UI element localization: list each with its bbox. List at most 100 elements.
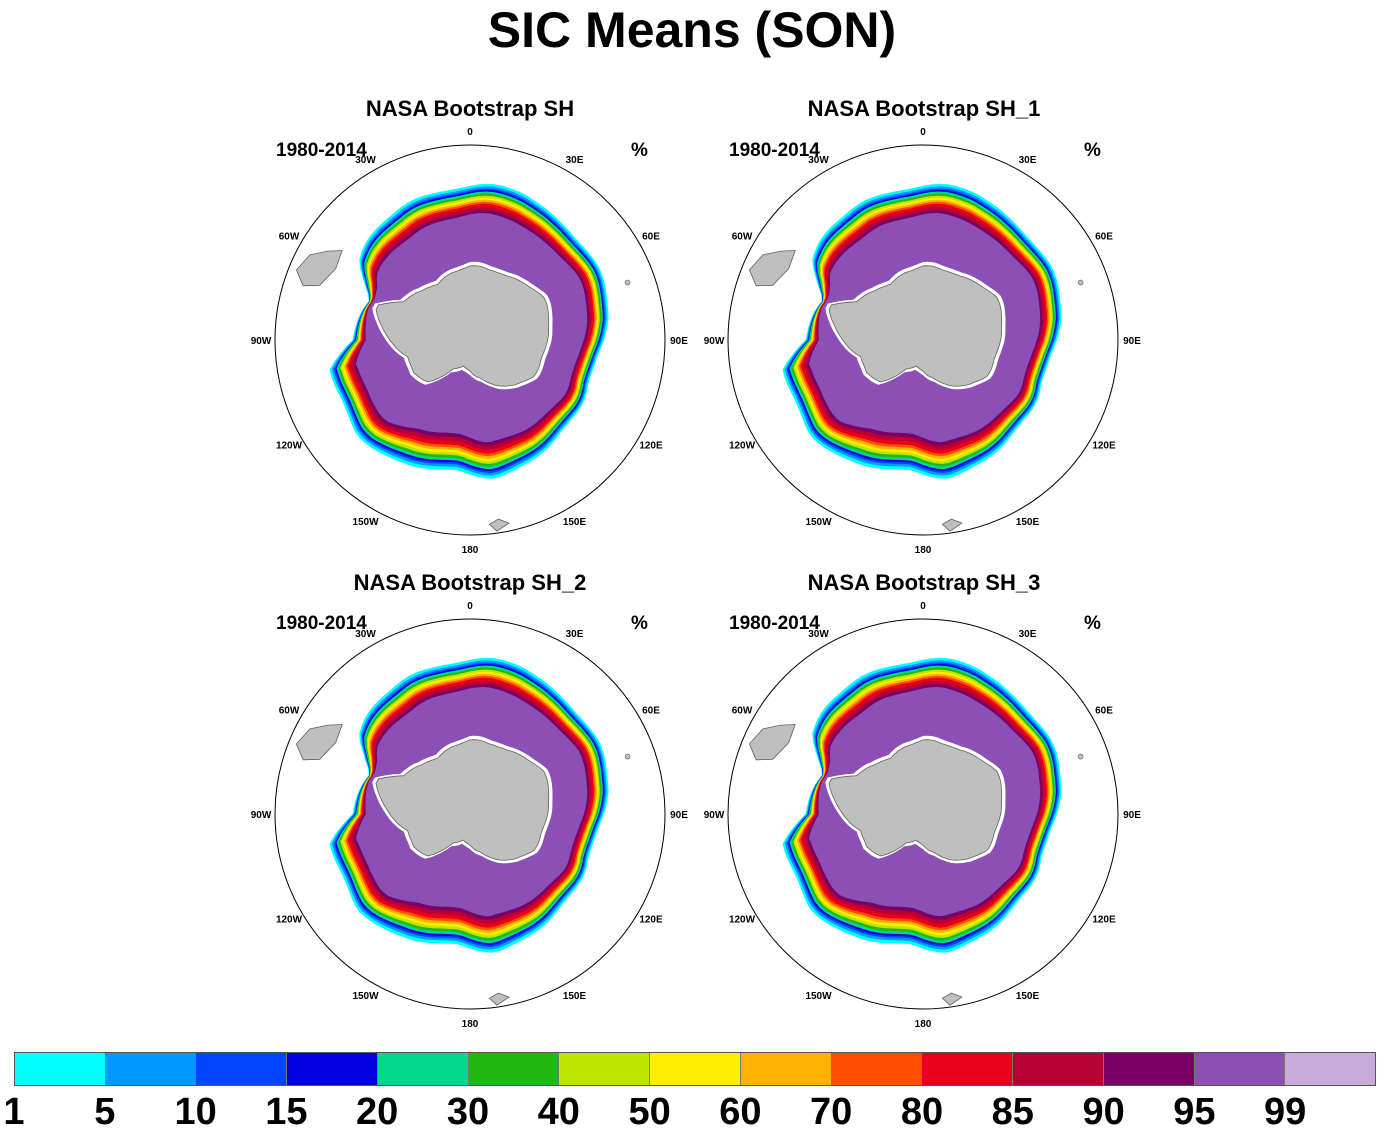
map-border	[727, 618, 1119, 1010]
new-zealand-landmass	[941, 992, 963, 1006]
main-title: SIC Means (SON)	[487, 2, 897, 58]
antarctica-landmass	[375, 265, 550, 387]
south-america-landmass	[295, 250, 343, 287]
kerguelen-island	[1077, 753, 1084, 760]
map-border	[727, 144, 1119, 536]
colorbar	[14, 1052, 1376, 1086]
longitude-label: 150E	[563, 991, 587, 1002]
colorbar-tick-label: 10	[174, 1091, 217, 1133]
colorbar-box	[377, 1053, 469, 1085]
longitude-label: 150W	[805, 517, 832, 528]
colorbar-box	[105, 1053, 197, 1085]
colorbar-box	[1285, 1053, 1376, 1085]
south-america-landmass	[295, 724, 343, 761]
polar-map-1: 0 30E 60E 90E 120E 150E 180 150W 120W 90W 60W 30W	[704, 127, 1142, 556]
longitude-label: 60W	[732, 706, 753, 717]
longitude-label: 120E	[1092, 915, 1116, 926]
colorbar-box	[15, 1053, 106, 1085]
longitude-label: 60E	[642, 232, 660, 243]
longitude-label: 150W	[352, 517, 379, 528]
longitude-label: 30E	[566, 155, 584, 166]
colorbar-tick-label: 80	[900, 1091, 944, 1133]
kerguelen-island	[1077, 279, 1084, 286]
longitude-label: 90E	[1123, 336, 1141, 347]
panel-period: 1980-2014	[729, 140, 820, 161]
colorbar-box	[468, 1053, 560, 1085]
longitude-label: 0	[467, 127, 473, 138]
panel-title: NASA Bootstrap SH	[365, 96, 575, 121]
longitude-label: 150W	[805, 991, 832, 1002]
colorbar-box	[740, 1053, 832, 1085]
longitude-label: 90W	[704, 810, 725, 821]
panel-period: 1980-2014	[276, 613, 367, 634]
polar-map-3: 0 30E 60E 90E 120E 150E 180 150W 120W 90W 60W 30W	[704, 601, 1142, 1030]
colorbar-tick-label: 90	[1082, 1091, 1125, 1133]
longitude-label: 180	[915, 1019, 932, 1030]
polar-map-0: 0 30E 60E 90E 120E 150E 180 150W 120W 90W 60W 30W	[251, 127, 689, 556]
antarctica-landmass	[828, 739, 1003, 861]
panel-units: %	[1084, 613, 1101, 634]
longitude-label: 150E	[563, 517, 587, 528]
longitude-label: 90W	[251, 810, 272, 821]
longitude-label: 150E	[1016, 517, 1040, 528]
longitude-label: 0	[920, 601, 926, 612]
colorbar-box	[196, 1053, 288, 1085]
panel-title: NASA Bootstrap SH_1	[807, 96, 1041, 121]
longitude-label: 0	[920, 127, 926, 138]
longitude-label: 180	[462, 545, 479, 556]
new-zealand-landmass	[488, 518, 510, 532]
longitude-label: 60W	[279, 706, 300, 717]
longitude-label: 120W	[729, 915, 756, 926]
colorbar-box	[1013, 1053, 1104, 1085]
colorbar-tick-label: 15	[265, 1091, 308, 1133]
longitude-label: 30W	[355, 155, 376, 166]
colorbar-tick-label: 40	[537, 1091, 580, 1133]
longitude-label: 30W	[808, 629, 829, 640]
longitude-label: 90E	[670, 810, 688, 821]
longitude-label: 120W	[729, 441, 756, 452]
colorbar-box	[1103, 1053, 1195, 1085]
colorbar-tick-label: 60	[719, 1091, 762, 1133]
panel-units: %	[1084, 140, 1101, 161]
longitude-label: 150W	[352, 991, 379, 1002]
longitude-label: 30E	[1019, 155, 1037, 166]
longitude-label: 60E	[642, 706, 660, 717]
kerguelen-island	[624, 753, 631, 760]
longitude-label: 180	[462, 1019, 479, 1030]
map-border	[274, 144, 666, 536]
longitude-label: 120E	[1092, 441, 1116, 452]
longitude-label: 60W	[732, 232, 753, 243]
panel-period: 1980-2014	[276, 140, 367, 161]
map-border	[274, 618, 666, 1010]
colorbar-tick-label: 85	[991, 1091, 1034, 1133]
colorbar-tick-label: 95	[1173, 1091, 1216, 1133]
longitude-label: 120E	[639, 915, 663, 926]
antarctica-landmass	[375, 739, 550, 861]
panel-title: NASA Bootstrap SH_3	[807, 570, 1041, 595]
panel-title: NASA Bootstrap SH_2	[353, 570, 587, 595]
colorbar-tick-label: 50	[628, 1091, 671, 1133]
longitude-label: 0	[467, 601, 473, 612]
colorbar-tick-label: 99	[1264, 1091, 1307, 1133]
colorbar-box	[922, 1053, 1014, 1085]
longitude-label: 120E	[639, 441, 663, 452]
south-america-landmass	[748, 724, 796, 761]
antarctica-landmass	[828, 265, 1003, 387]
longitude-label: 30W	[355, 629, 376, 640]
new-zealand-landmass	[941, 518, 963, 532]
south-america-landmass	[748, 250, 796, 287]
colorbar-tick-label: 20	[356, 1091, 399, 1133]
longitude-label: 90W	[251, 336, 272, 347]
longitude-label: 120W	[276, 915, 303, 926]
panel-period: 1980-2014	[729, 613, 820, 634]
colorbar-box	[287, 1053, 378, 1085]
longitude-label: 90E	[670, 336, 688, 347]
longitude-label: 60E	[1095, 232, 1113, 243]
colorbar-tick-label: 1	[3, 1091, 25, 1133]
longitude-label: 90W	[704, 336, 725, 347]
panel-units: %	[631, 140, 648, 161]
longitude-label: 30E	[566, 629, 584, 640]
longitude-label: 90E	[1123, 810, 1141, 821]
longitude-label: 30W	[808, 155, 829, 166]
new-zealand-landmass	[488, 992, 510, 1006]
